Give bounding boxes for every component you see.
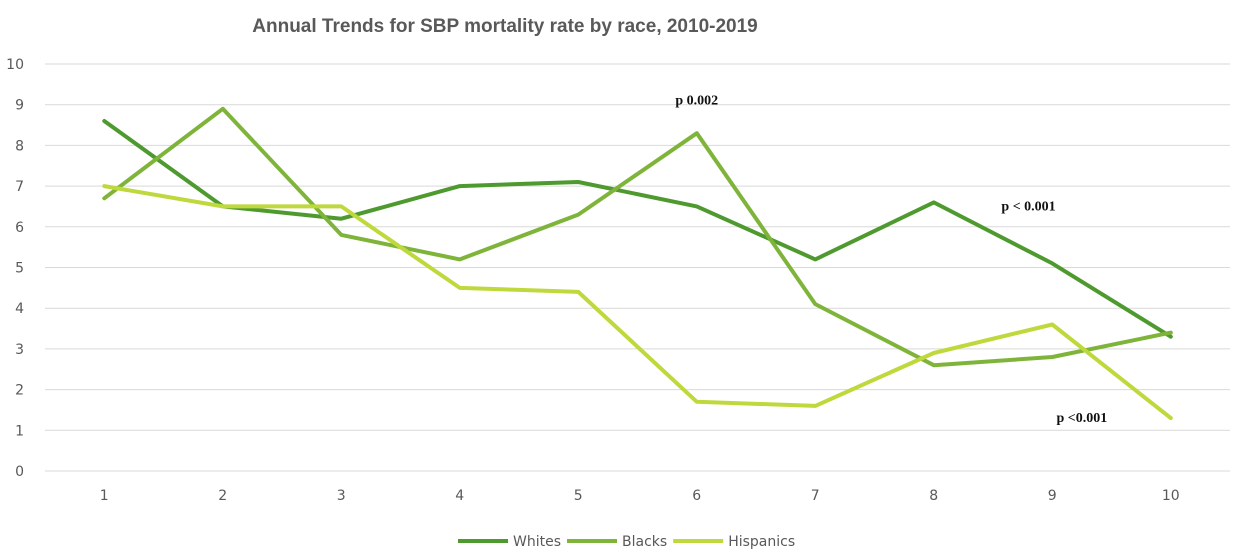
y-tick-label: 2 bbox=[15, 383, 24, 399]
x-tick-label: 8 bbox=[929, 488, 938, 504]
x-tick-label: 10 bbox=[1162, 488, 1180, 504]
x-tick-label: 4 bbox=[455, 488, 464, 504]
legend-label-hispanics: Hispanics bbox=[728, 534, 795, 550]
x-tick-label: 6 bbox=[692, 488, 701, 504]
series-line-blacks bbox=[102, 106, 1173, 368]
y-tick-label: 3 bbox=[15, 342, 24, 358]
y-tick-label: 1 bbox=[15, 423, 24, 439]
y-tick-label: 8 bbox=[15, 138, 24, 154]
y-tick-label: 9 bbox=[15, 98, 24, 114]
y-tick-label: 4 bbox=[15, 301, 24, 317]
legend-label-blacks: Blacks bbox=[622, 534, 667, 550]
x-tick-label: 7 bbox=[811, 488, 820, 504]
p-value-annotation: p 0.002 bbox=[675, 94, 718, 109]
x-tick-label: 5 bbox=[574, 488, 583, 504]
x-tick-label: 9 bbox=[1048, 488, 1057, 504]
y-tick-label: 0 bbox=[15, 464, 24, 480]
annotation-layer: p 0.002 p < 0.001 p <0.001 bbox=[675, 94, 1107, 426]
series-line-whites bbox=[102, 119, 1173, 339]
x-axis-ticks: 1 2 3 4 5 6 7 8 9 10 bbox=[100, 488, 1180, 504]
legend-label-whites: Whites bbox=[513, 534, 561, 550]
y-axis-ticks: 0 1 2 3 4 5 6 7 8 9 10 bbox=[6, 57, 24, 480]
x-tick-label: 2 bbox=[218, 488, 227, 504]
y-tick-label: 6 bbox=[15, 220, 24, 236]
p-value-annotation: p < 0.001 bbox=[1001, 200, 1055, 215]
series-line-hispanics bbox=[102, 184, 1173, 421]
y-tick-label: 10 bbox=[6, 57, 24, 73]
chart-title: Annual Trends for SBP mortality rate by … bbox=[252, 16, 757, 37]
x-tick-label: 1 bbox=[100, 488, 109, 504]
series-layer bbox=[102, 106, 1173, 421]
x-tick-label: 3 bbox=[337, 488, 346, 504]
grid-layer bbox=[45, 63, 1230, 472]
y-tick-label: 7 bbox=[15, 179, 24, 195]
legend: Whites Blacks Hispanics bbox=[458, 534, 795, 550]
y-tick-label: 5 bbox=[15, 261, 24, 277]
p-value-annotation: p <0.001 bbox=[1056, 411, 1107, 426]
